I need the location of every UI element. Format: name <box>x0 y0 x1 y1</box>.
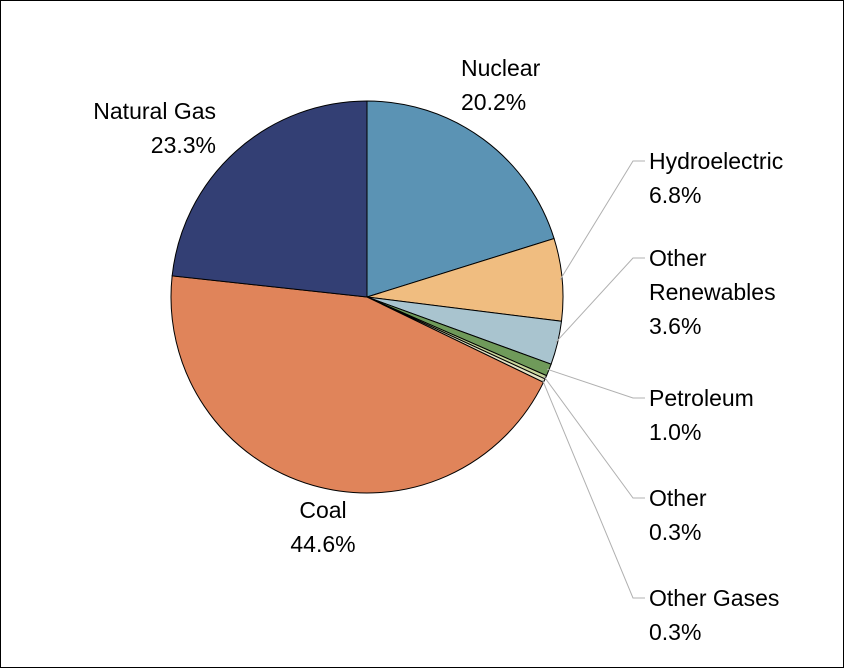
slice-label: Nuclear 20.2% <box>461 51 631 119</box>
pie-slice <box>366 100 555 298</box>
slice-label: Other Renewables 3.6% <box>649 241 819 343</box>
slice-value: 1.0% <box>649 419 702 445</box>
slice-label: Coal 44.6% <box>223 493 423 561</box>
pie-slice <box>170 275 545 494</box>
slice-value: 0.3% <box>649 519 702 545</box>
leader-line <box>546 368 645 399</box>
slice-label: Other 0.3% <box>649 481 819 549</box>
leader-line <box>541 379 645 599</box>
leader-line <box>543 376 645 499</box>
slice-name: Nuclear <box>461 55 541 81</box>
slice-label: Petroleum 1.0% <box>649 381 819 449</box>
slice-value: 23.3% <box>150 132 216 158</box>
leader-line <box>555 257 645 343</box>
slice-name: Other <box>649 485 707 511</box>
slice-value: 3.6% <box>649 313 702 339</box>
leader-line <box>559 160 645 280</box>
slice-name: Other Gases <box>649 585 780 611</box>
slice-name: Coal <box>299 497 347 523</box>
slice-value: 44.6% <box>290 531 356 557</box>
slice-value: 0.3% <box>649 619 702 645</box>
slice-value: 6.8% <box>649 182 702 208</box>
slice-name: Other Renewables <box>649 245 776 305</box>
pie-slice <box>171 100 368 298</box>
slice-label: Natural Gas 23.3% <box>16 94 216 162</box>
slice-value: 20.2% <box>461 89 527 115</box>
slice-name: Petroleum <box>649 385 754 411</box>
slice-label: Hydroelectric 6.8% <box>649 144 819 212</box>
slice-name: Hydroelectric <box>649 148 784 174</box>
slice-label: Other Gases 0.3% <box>649 581 819 649</box>
slice-name: Natural Gas <box>93 98 216 124</box>
